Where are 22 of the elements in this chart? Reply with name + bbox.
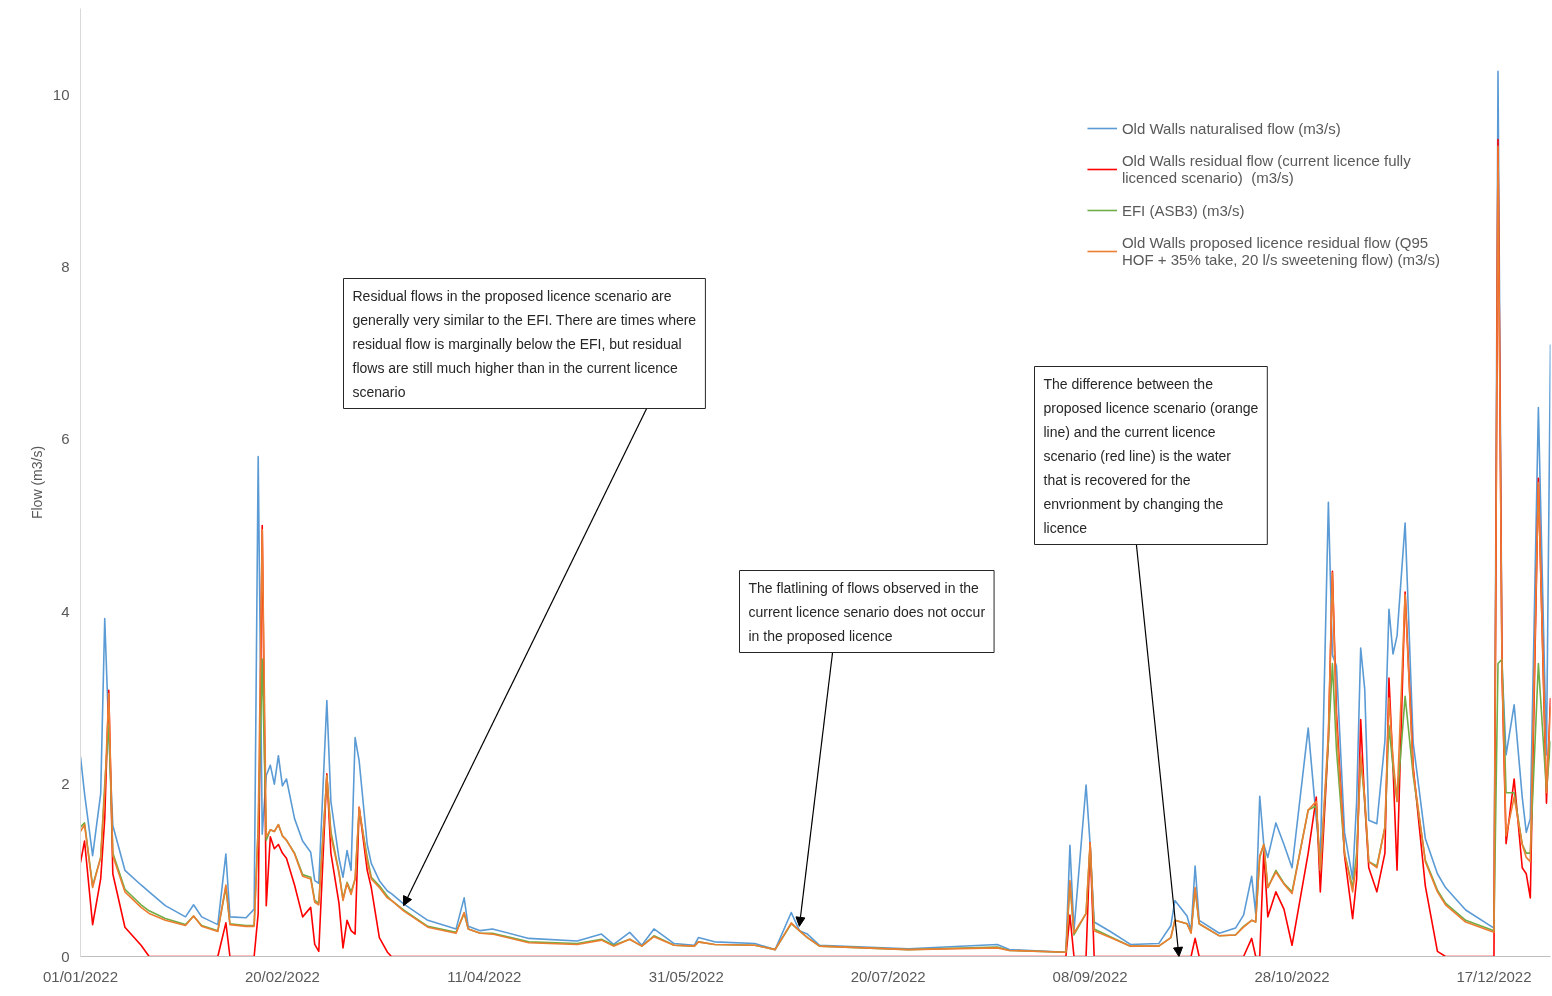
y-tick-label: 8	[61, 258, 70, 276]
legend-label: Old Walls proposed licence residual flow (Q95 HOF + 35% take, 20 l/s sweetening flow) (m3/s)	[1121, 234, 1440, 268]
y-tick-label: 6	[61, 430, 70, 448]
annotation: The flatlining of flows observed in the current licence senario does not occur in the proposed licence	[748, 579, 986, 644]
x-tick-label: 28/10/2022	[1254, 967, 1330, 985]
x-tick-label: 01/01/2022	[42, 967, 119, 985]
x-tick-label: 31/05/2022	[648, 967, 724, 985]
legend-label: Old Walls residual flow (current licence fully licenced scenario) (m3/s)	[1121, 152, 1411, 186]
legend-label: EFI (ASB3) (m3/s)	[1121, 201, 1245, 219]
y-tick-label: 2	[61, 775, 70, 793]
annotation: The difference between the proposed licence scenario (orange line) and the current licence scenario (red line) is the water that is recovered for the envrionment by changing the licence	[1043, 375, 1259, 536]
y-tick-label: 0	[61, 947, 70, 965]
y-tick-label: 4	[61, 602, 70, 620]
x-tick-label: 20/07/2022	[850, 967, 926, 985]
y-tick-label: 10	[52, 85, 70, 103]
x-tick-label: 20/02/2022	[244, 967, 320, 985]
y-axis-title: Flow (m3/s)	[28, 445, 45, 520]
legend-label: Old Walls naturalised flow (m3/s)	[1121, 119, 1341, 137]
x-tick-label: 11/04/2022	[447, 967, 522, 985]
x-tick-label: 17/12/2022	[1456, 967, 1532, 985]
x-tick-label: 08/09/2022	[1052, 967, 1128, 985]
annotation: Residual flows in the proposed licence scenario are generally very similar to the EFI. There are times where residual flow is marginally below the EFI, but residual flows are still much higher than in the current licence scenario	[352, 287, 697, 400]
